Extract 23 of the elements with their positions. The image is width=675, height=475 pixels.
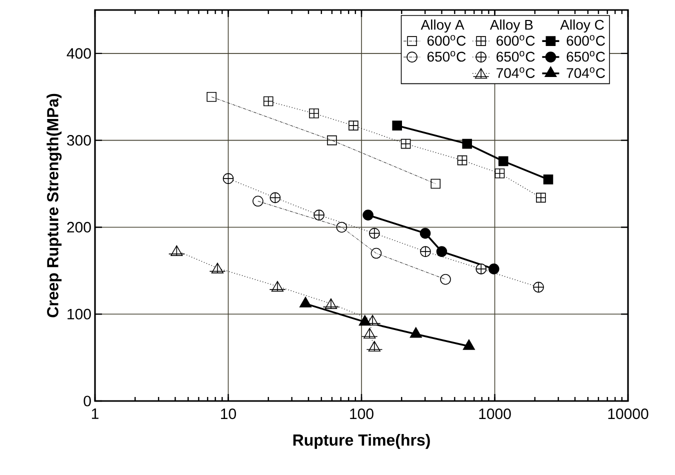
annotation: Alloy B	[490, 19, 533, 33]
x-tick-label: 10	[221, 408, 236, 420]
y-axis-title: Creep Rupture Strength(MPa)	[46, 94, 62, 318]
annotation: Alloy C	[560, 19, 604, 33]
legend-label: 600$^{o}$C	[427, 35, 466, 46]
x-tick-label: 1000	[479, 408, 511, 420]
x-tick-label: 10000	[608, 408, 648, 420]
legend-label: 704$^{o}$C	[566, 67, 605, 78]
legend-label: 704$^{o}$C	[496, 67, 535, 78]
legend-label: 650$^{o}$C	[566, 51, 605, 62]
legend-label: 600$^{o}$C	[496, 35, 535, 46]
x-tick-label: 1	[92, 408, 98, 419]
y-tick-label: 100	[68, 308, 91, 320]
x-axis-title: Rupture Time(hrs)	[293, 434, 430, 449]
y-tick-label: 300	[67, 135, 91, 146]
y-tick-label: 0	[84, 396, 91, 406]
legend-label: 650$^{o}$C	[496, 51, 535, 62]
annotation: Alloy A	[420, 19, 464, 33]
legend-label: 650$^{o}$C	[427, 51, 466, 62]
legend-label: 600$^{o}$C	[566, 35, 605, 46]
y-tick-label: 200	[67, 222, 91, 233]
x-tick-label: 100	[350, 408, 374, 420]
y-tick-label: 400	[66, 48, 91, 59]
